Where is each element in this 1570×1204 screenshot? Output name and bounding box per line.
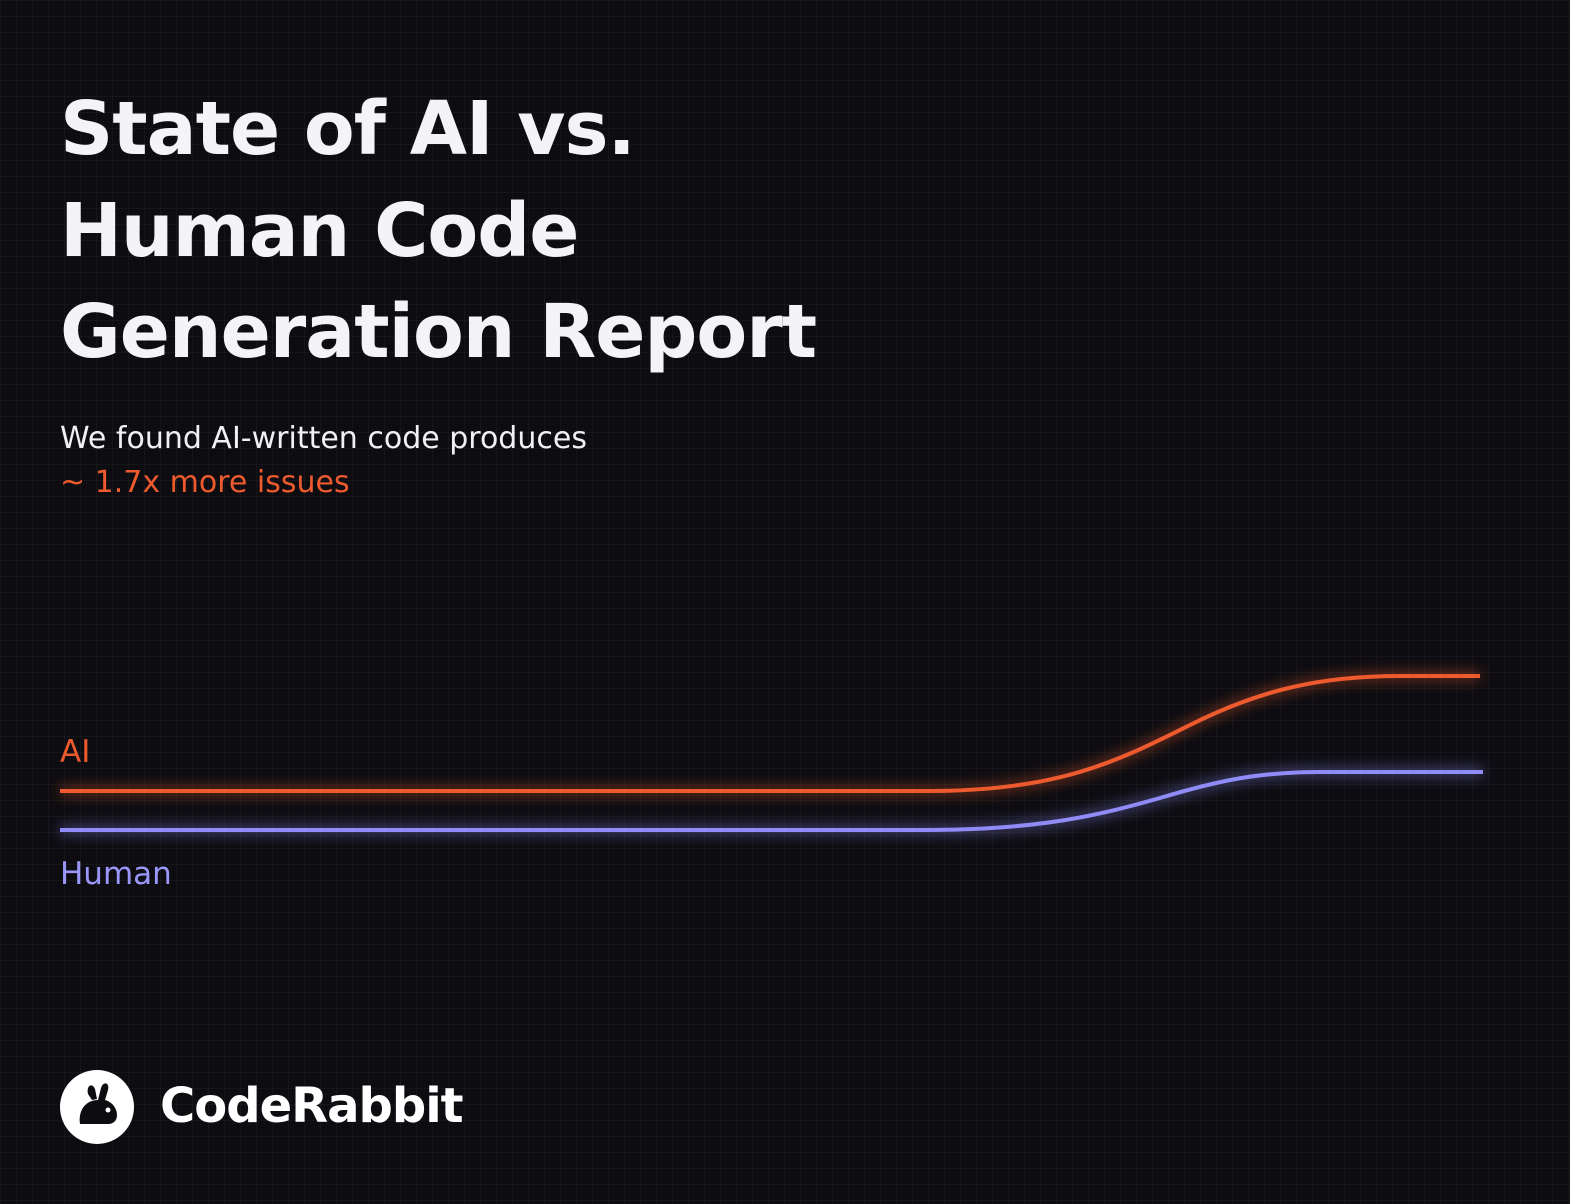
ai-label: AI [60,734,91,770]
title-line: Generation Report [60,289,817,375]
subtitle: We found AI-written code produces [60,421,587,456]
human-label: Human [60,856,172,892]
human-line [60,770,1483,832]
highlight: ~ 1.7x more issues [60,465,350,500]
ai-line [60,674,1480,793]
logo-rabbit [79,1083,117,1124]
logo-eye [105,1107,111,1113]
title-line: Human Code [60,188,579,274]
title-line: State of AI vs. [60,86,636,172]
brand-name: CodeRabbit [160,1078,464,1134]
